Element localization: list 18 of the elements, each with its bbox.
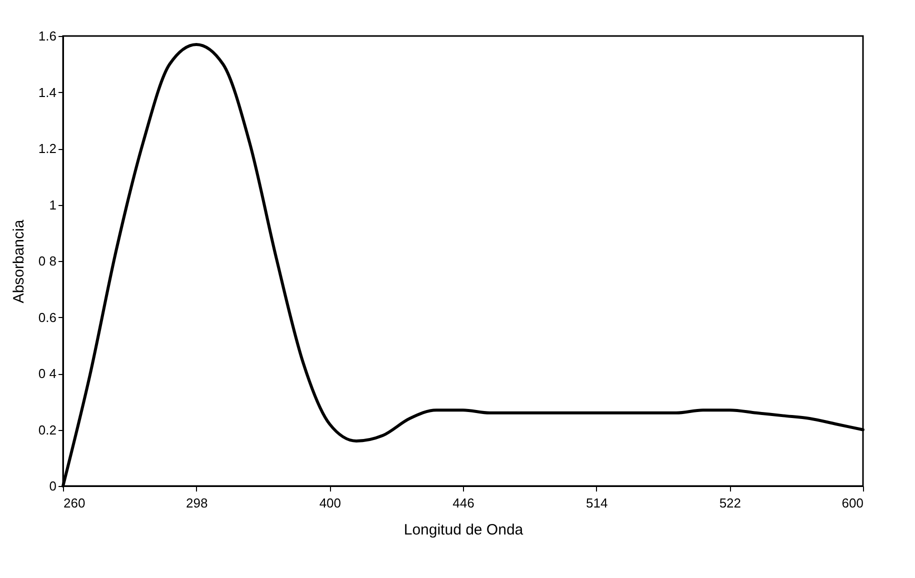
- x-tick-label: 298: [186, 496, 208, 510]
- y-tick-label: 0 8: [38, 254, 56, 268]
- x-tick-label: 400: [319, 496, 342, 510]
- y-tick-label: 0.2: [38, 422, 56, 438]
- y-axis-title: Absorbancia: [10, 219, 28, 304]
- x-tick-label: 522: [719, 496, 742, 510]
- y-tick-label: 1.2: [38, 141, 56, 156]
- y-tick-label: 1: [49, 197, 56, 212]
- y-tick-label: 1.6: [38, 28, 56, 44]
- y-tick-label: 1.4: [38, 84, 56, 100]
- y-tick-label: 0.6: [38, 310, 56, 325]
- x-axis-title: Longitud de Onda: [404, 522, 524, 538]
- x-tick-label: 260: [64, 496, 86, 510]
- x-tick-label: 600: [842, 496, 864, 510]
- y-tick-label: 0: [49, 478, 56, 494]
- y-tick-label: 0 4: [38, 366, 56, 381]
- x-tick-label: 514: [586, 496, 608, 510]
- x-tick-label: 446: [452, 496, 474, 510]
